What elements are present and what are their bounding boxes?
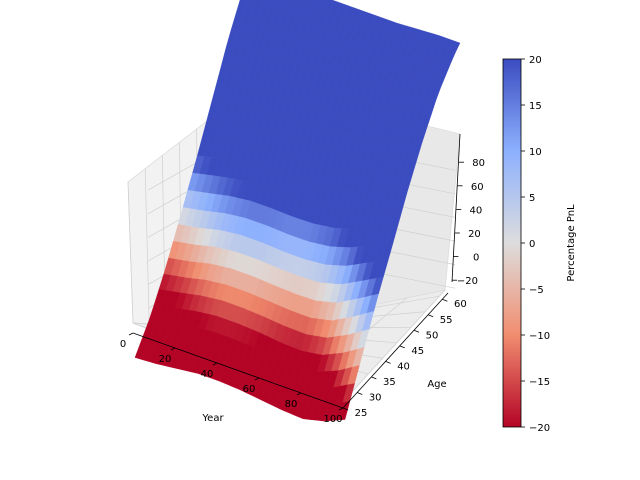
grid-line — [144, 168, 150, 324]
z-axis-line — [451, 133, 461, 283]
colorbar-gradient — [502, 58, 522, 428]
colorbar-tick-label: 10 — [529, 147, 542, 158]
x-tick-label: 20 — [159, 354, 172, 365]
y-tick-mark — [385, 361, 391, 364]
z-tick-label: 60 — [471, 182, 484, 193]
colorbar-tick-label: 20 — [529, 55, 542, 66]
colorbar-tick-label: 15 — [529, 101, 542, 112]
z-ticks: −20 0 20 40 60 80 — [452, 158, 485, 287]
y-tick-label: 55 — [440, 315, 453, 326]
x-tick-mark — [170, 347, 176, 351]
y-tick-mark — [413, 329, 420, 333]
colorbar-tick-label: 5 — [529, 193, 535, 204]
colorbar-ticks: −20 −15 −10 −5 0 5 10 15 20 — [521, 55, 550, 434]
y-tick-mark — [371, 376, 377, 380]
x-tick-mark — [296, 392, 302, 396]
colorbar-tick-label: 0 — [529, 239, 535, 250]
y-tick-label: 40 — [397, 361, 410, 372]
colorbar-tick-label: −15 — [529, 377, 550, 388]
x-axis-label: Year — [201, 413, 224, 424]
x-tick-mark — [212, 362, 218, 366]
z-tick-label: 20 — [468, 229, 481, 240]
x-tick-label: 0 — [120, 339, 126, 350]
x-tick-mark — [338, 407, 344, 411]
colorbar: −20 −15 −10 −5 0 5 10 15 20 Percentage PnL — [502, 55, 577, 434]
x-axis-line — [132, 332, 344, 409]
y-tick-mark — [342, 407, 349, 411]
y-tick-label: 60 — [454, 299, 467, 310]
x-tick-label: 40 — [201, 369, 214, 380]
y-tick-mark — [357, 392, 363, 395]
y-tick-label: 25 — [355, 408, 368, 419]
colorbar-tick-label: −10 — [529, 331, 550, 342]
x-ticks: 0 20 40 60 80 100 — [120, 332, 344, 425]
y-axis-line — [342, 292, 449, 409]
colorbar-label: Percentage PnL — [566, 204, 577, 282]
y-tick-mark — [427, 314, 434, 318]
y-tick-label: 50 — [426, 330, 439, 341]
grid-line — [127, 181, 134, 324]
z-tick-label: 40 — [469, 205, 482, 216]
y-axis-label: Age — [427, 379, 446, 390]
x-tick-mark — [254, 377, 260, 381]
grid-line — [339, 289, 446, 406]
y-tick-mark — [399, 345, 405, 349]
x-tick-mark — [128, 332, 134, 336]
colorbar-tick-label: −5 — [529, 285, 544, 296]
z-tick-label: 80 — [472, 158, 485, 169]
y-tick-label: 35 — [383, 377, 396, 388]
z-tick-label: −20 — [457, 276, 478, 287]
x-tick-label: 60 — [243, 384, 256, 395]
y-tick-label: 45 — [411, 346, 424, 357]
surface-plot — [134, 0, 461, 422]
z-tick-label: 0 — [473, 253, 479, 264]
y-tick-label: 30 — [369, 392, 382, 403]
colorbar-tick-label: −20 — [529, 423, 550, 434]
x-tick-label: 100 — [323, 414, 342, 425]
axis-lines — [132, 133, 461, 409]
surface-patch — [337, 401, 351, 421]
y-tick-mark — [442, 298, 448, 302]
x-tick-label: 80 — [285, 399, 298, 410]
